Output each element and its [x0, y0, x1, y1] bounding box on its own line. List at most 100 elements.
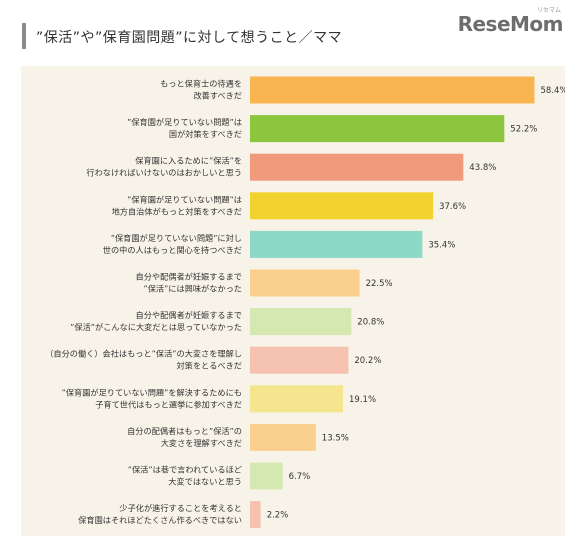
value-label: 37.6% — [439, 202, 466, 212]
bar-group: （自分の働く）会社はもっと”保活”の大変さを理解し対策をとるべきだ 20.2% — [45, 346, 381, 374]
value-label: 35.4% — [428, 240, 455, 250]
value-number: 20.8 — [357, 318, 376, 328]
logo-subtext: リセマム — [536, 7, 561, 14]
value-unit: % — [280, 511, 288, 521]
category-label: 自分や配偶者が妊娠するまで ”保活”には興味がなかった — [136, 272, 242, 294]
category-label-line: 少子化が進行することを考えると — [119, 503, 242, 513]
bar-group: ”保育園が足りていない問題”は国が対策をすべきだ 52.2% — [127, 115, 537, 143]
category-label-line: 保育園はそれほどたくさん作るべきではない — [78, 515, 242, 525]
category-label: 少子化が進行することを考えると保育園はそれほどたくさん作るべきではない — [78, 503, 242, 525]
bar-chart: もっと保育士の待遇を改善すべきだ58.4%”保育園が足りていない問題”は国が対策… — [45, 76, 566, 529]
category-label-line: 大変ではないと思う — [168, 477, 242, 487]
category-label-line: ”保活”がこんなに大変だとは思っていなかった — [70, 322, 242, 332]
category-label-line: ”保育園が足りていない問題”を解決するためにも — [62, 387, 242, 397]
category-label-line: もっと保育士の待遇を — [160, 79, 242, 89]
category-label-line: 保育園に入るために”保活”を — [135, 156, 242, 166]
bar — [250, 501, 261, 529]
value-label: 13.5% — [322, 433, 349, 443]
header: ”保活”や”保育園問題”に対して想うこと／ママ リセマム ReseMom — [0, 0, 579, 62]
value-label: 58.4% — [541, 86, 566, 96]
value-unit: % — [373, 356, 381, 366]
bar — [250, 462, 283, 490]
bar — [250, 230, 423, 258]
value-label: 22.5% — [366, 279, 393, 289]
bar-group: 保育園に入るために”保活”を行わなければいけないのはおかしいと思う 43.8% — [86, 153, 496, 181]
bar — [250, 115, 505, 143]
value-unit: % — [488, 163, 496, 173]
category-label-line: 自分や配偶者が妊娠するまで — [136, 272, 242, 282]
value-number: 13.5 — [322, 433, 341, 443]
bar — [250, 346, 349, 374]
bar — [250, 423, 316, 451]
bar — [250, 192, 434, 220]
category-label: ”保育園が足りていない問題”に対し世の中の人はもっと関心を持つべきだ — [103, 233, 242, 255]
category-label: ”保育園が足りていない問題”は国が対策をすべきだ — [127, 117, 242, 139]
value-label: 20.8% — [357, 318, 384, 328]
category-label-line: 地方自治体がもっと対策をすべきだ — [112, 206, 242, 216]
value-unit: % — [385, 279, 393, 289]
category-label-line: 改善すべきだ — [193, 91, 242, 101]
value-number: 52.2 — [510, 125, 529, 135]
category-label-line: ”保育園が足りていない問題”は — [127, 117, 242, 127]
value-unit: % — [368, 395, 376, 405]
category-label-line: 国が対策をすべきだ — [169, 129, 242, 139]
value-number: 35.4 — [428, 240, 447, 250]
category-label-line: 子育て世代はもっと選挙に参加すべきだ — [95, 399, 242, 409]
category-label-line: 大変さを理解すべきだ — [161, 438, 242, 448]
bar-group: ”保育園が足りていない問題”に対し世の中の人はもっと関心を持つべきだ 35.4% — [103, 230, 455, 258]
value-number: 58.4 — [541, 86, 560, 96]
category-label: ”保育園が足りていない問題”は地方自治体がもっと対策をすべきだ — [112, 194, 242, 216]
value-number: 6.7 — [289, 472, 303, 482]
value-number: 37.6 — [439, 202, 458, 212]
bar-group: 自分や配偶者が妊娠するまで ”保活”がこんなに大変だとは思っていなかった 20.8% — [70, 308, 384, 336]
category-label: もっと保育士の待遇を改善すべきだ — [160, 79, 242, 101]
category-label-line: ”保活”は巷で言われているほど — [128, 465, 242, 475]
category-label: 自分や配偶者が妊娠するまで ”保活”がこんなに大変だとは思っていなかった — [70, 310, 242, 332]
value-label: 52.2% — [510, 125, 537, 135]
category-label-line: 世の中の人はもっと関心を持つべきだ — [103, 245, 242, 255]
chart-panel: もっと保育士の待遇を改善すべきだ58.4%”保育園が足りていない問題”は国が対策… — [21, 66, 565, 536]
category-label: 保育園に入るために”保活”を行わなければいけないのはおかしいと思う — [86, 156, 242, 178]
value-label: 43.8% — [469, 163, 496, 173]
bar-group: 自分の配偶者はもっと”保活”の大変さを理解すべきだ 13.5% — [127, 423, 349, 451]
category-label-line: ”保育園が足りていない問題”は — [127, 194, 242, 204]
bar — [250, 153, 464, 181]
category-label-line: （自分の働く）会社はもっと”保活”の大変さを理解し — [45, 349, 242, 359]
category-label-line: ”保育園が足りていない問題”に対し — [111, 233, 242, 243]
value-unit: % — [458, 202, 466, 212]
logo-text: ReseMom — [457, 12, 564, 36]
value-label: 6.7% — [289, 472, 311, 482]
value-unit: % — [447, 240, 455, 250]
category-label-line: ”保活”には興味がなかった — [143, 284, 242, 294]
title-bar — [22, 23, 26, 49]
value-unit: % — [559, 86, 565, 96]
bar-group: 少子化が進行することを考えると保育園はそれほどたくさん作るべきではない 2.2% — [78, 501, 289, 529]
category-label: ”保育園が足りていない問題”を解決するためにも子育て世代はもっと選挙に参加すべき… — [62, 387, 242, 409]
bar — [250, 76, 535, 104]
value-unit: % — [302, 472, 310, 482]
value-label: 2.2% — [267, 511, 289, 521]
bar — [250, 385, 343, 413]
category-label-line: 対策をとるべきだ — [176, 361, 242, 371]
value-unit: % — [529, 125, 537, 135]
value-number: 19.1 — [349, 395, 368, 405]
category-label-line: 自分や配偶者が妊娠するまで — [136, 310, 242, 320]
value-number: 22.5 — [366, 279, 385, 289]
value-number: 2.2 — [267, 511, 281, 521]
category-label-line: 自分の配偶者はもっと”保活”の — [127, 426, 242, 436]
category-label-line: 行わなければいけないのはおかしいと思う — [86, 168, 242, 178]
value-unit: % — [341, 433, 349, 443]
value-number: 43.8 — [469, 163, 488, 173]
category-label: ”保活”は巷で言われているほど大変ではないと思う — [128, 465, 242, 487]
bar-group: ”保活”は巷で言われているほど大変ではないと思う 6.7% — [128, 462, 311, 490]
logo: リセマム ReseMom — [457, 7, 564, 36]
bar — [250, 269, 360, 297]
bar-group: ”保育園が足りていない問題”を解決するためにも子育て世代はもっと選挙に参加すべき… — [62, 385, 376, 413]
category-label: 自分の配偶者はもっと”保活”の大変さを理解すべきだ — [127, 426, 242, 448]
value-unit: % — [376, 318, 384, 328]
bar-group: もっと保育士の待遇を改善すべきだ 58.4% — [160, 76, 566, 104]
page-title: ”保活”や”保育園問題”に対して想うこと／ママ — [36, 30, 343, 46]
bar-group: 自分や配偶者が妊娠するまで ”保活”には興味がなかった 22.5% — [136, 269, 393, 297]
bar — [250, 308, 352, 336]
value-number: 20.2 — [354, 356, 373, 366]
